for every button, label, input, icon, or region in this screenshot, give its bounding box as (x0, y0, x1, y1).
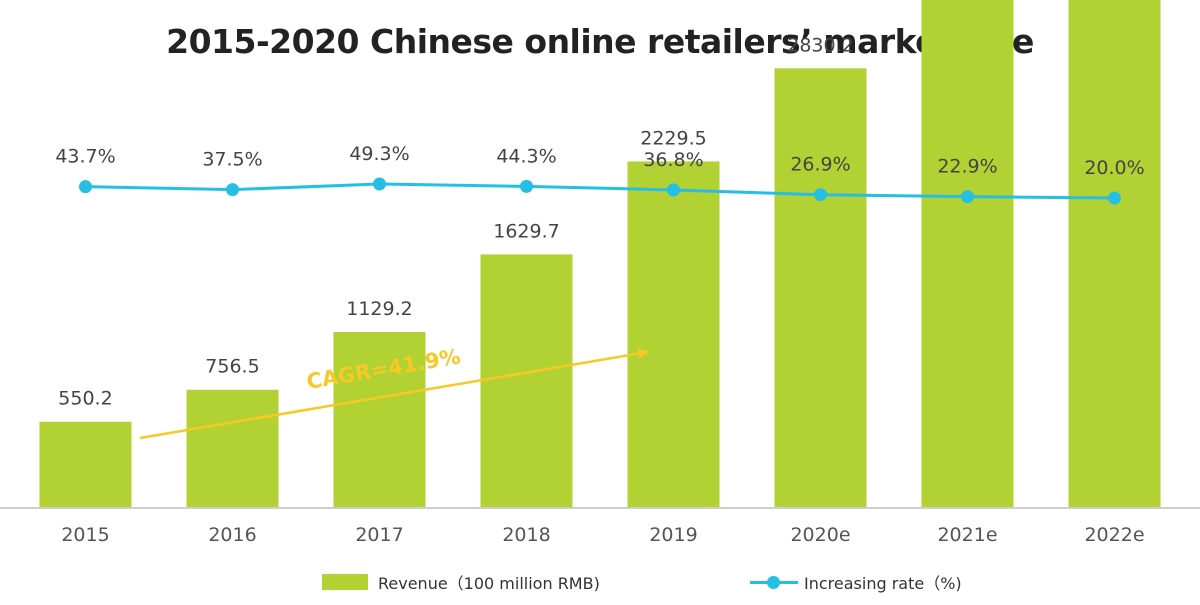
bar-value-label: 756.5 (205, 356, 259, 378)
x-tick-label: 2015 (61, 524, 109, 546)
x-tick-label: 2020e (790, 524, 850, 546)
rate-value-label: 20.0% (1084, 157, 1144, 179)
x-tick-label: 2016 (208, 524, 256, 546)
rate-value-label: 43.7% (55, 146, 115, 168)
legend-bar-swatch (322, 574, 368, 590)
legend-item-revenue: Revenue（100 million RMB) (322, 568, 600, 596)
rate-point (373, 177, 386, 191)
bar (333, 331, 426, 507)
chart-title: 2015-2020 Chinese online retailers’ mark… (166, 22, 1034, 61)
rate-point (520, 179, 533, 193)
rate-value-label: 36.8% (643, 149, 703, 171)
rate-value-label: 26.9% (790, 154, 850, 176)
legend-bar-label: Revenue（100 million RMB) (378, 574, 600, 593)
bar-value-label: 2229.5 (640, 127, 706, 149)
bar (186, 389, 279, 507)
x-tick-label: 2022e (1084, 524, 1144, 546)
x-axis: 2015 2016 2017 2018 2019 2020e 2021e 2022e (0, 507, 1200, 546)
cagr-arrow (139, 348, 650, 440)
x-tick-label: 2017 (355, 524, 403, 546)
legend-item-increasing-rate: Increasing rate（%) (750, 568, 962, 596)
rate-value-label: 49.3% (349, 143, 409, 165)
rate-point (1108, 191, 1121, 205)
bar (774, 68, 867, 507)
bar (921, 0, 1014, 508)
rate-point (961, 190, 974, 204)
bar-value-label: 1129.2 (346, 298, 412, 320)
legend-line-marker (750, 574, 798, 590)
rate-point (226, 183, 239, 197)
bar-value-label: 2830.2 (787, 34, 853, 56)
x-tick-label: 2019 (649, 524, 697, 546)
bar-value-label: 550.2 (58, 388, 112, 410)
rate-value-label: 22.9% (937, 156, 997, 178)
rate-point (667, 183, 680, 197)
rate-line (85, 182, 1115, 200)
bar (627, 161, 720, 508)
x-tick-label: 2021e (937, 524, 997, 546)
rate-value-label: 37.5% (202, 149, 262, 171)
combo-chart: 550.2756.51129.21629.72229.52830.23477.5… (0, 0, 1200, 546)
rate-point (79, 180, 92, 194)
bars-layer: 550.2756.51129.21629.72229.52830.23477.5… (39, 0, 1161, 508)
rate-value-label: 44.3% (496, 145, 556, 167)
bar (1068, 0, 1161, 507)
x-tick-label: 2018 (502, 524, 550, 546)
bar (39, 421, 132, 507)
line-layer: 43.7% 37.5% 49.3% 44.3% 36.8% 26.9% 22.9% 20.0% (55, 143, 1145, 205)
rate-point (814, 188, 827, 202)
bar (480, 254, 573, 507)
bar-value-label: 1629.7 (493, 220, 559, 242)
legend-line-label: Increasing rate（%) (804, 574, 962, 593)
